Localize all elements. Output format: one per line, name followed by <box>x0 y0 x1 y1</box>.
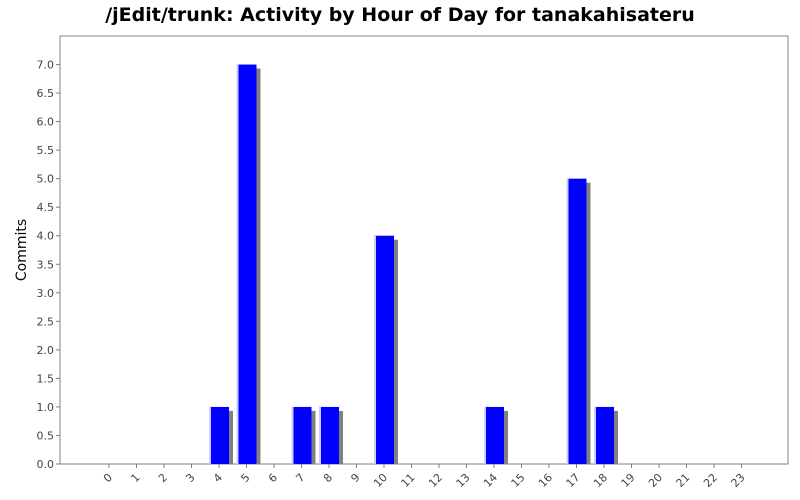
y-tick-label: 3.5 <box>37 258 55 271</box>
y-axis-ticks: 0.0 0.5 1.0 1.5 2.0 2.5 3.0 3.5 4.0 4.5 5.0 5.5 6.0 6… <box>37 59 60 471</box>
x-tick-label: 17 <box>564 471 583 490</box>
x-tick-label: 12 <box>426 471 445 490</box>
x-tick-label: 2 <box>156 471 170 485</box>
bar-series <box>209 64 618 465</box>
x-tick-label: 22 <box>701 471 720 490</box>
bar <box>236 64 257 465</box>
bar-highlight <box>291 406 294 464</box>
x-tick-label: 4 <box>211 471 225 485</box>
x-tick-label: 11 <box>399 471 418 490</box>
bar <box>319 406 339 464</box>
y-tick-label: 6.5 <box>37 87 55 100</box>
y-tick-label: 0.5 <box>37 429 55 442</box>
y-tick-label: 4.5 <box>37 201 55 214</box>
y-tick-label: 6.0 <box>37 116 55 129</box>
x-tick-label: 1 <box>128 471 142 485</box>
x-tick-label: 18 <box>591 471 610 490</box>
x-tick-label: 7 <box>293 471 307 485</box>
bar-highlight <box>209 406 211 464</box>
x-tick-label: 20 <box>646 471 665 490</box>
x-tick-label: 10 <box>371 471 390 490</box>
bar-highlight <box>566 178 569 464</box>
bar-highlight <box>374 235 376 464</box>
bar-highlight <box>319 406 321 464</box>
x-tick-label: 14 <box>481 471 500 490</box>
x-tick-label: 3 <box>183 471 197 485</box>
y-tick-label: 1.5 <box>37 372 55 385</box>
x-tick-label: 16 <box>536 471 555 490</box>
x-tick-label: 13 <box>454 471 473 490</box>
y-tick-label: 0.0 <box>37 458 55 471</box>
bar-highlight <box>594 406 596 464</box>
x-tick-label: 6 <box>266 471 280 485</box>
y-tick-label: 1.0 <box>37 401 55 414</box>
y-tick-label: 5.0 <box>37 173 55 186</box>
bar <box>484 406 504 464</box>
x-tick-label: 15 <box>509 471 528 490</box>
plot-area <box>59 35 789 465</box>
y-tick-label: 5.5 <box>37 144 55 157</box>
y-tick-label: 3.0 <box>37 287 55 300</box>
x-tick-label: 23 <box>729 471 748 490</box>
x-tick-label: 9 <box>348 471 362 485</box>
bar <box>374 235 394 464</box>
y-axis-title: Commits <box>14 219 30 281</box>
x-tick-label: 8 <box>321 471 335 485</box>
bar <box>209 406 229 464</box>
y-tick-label: 2.5 <box>37 315 55 328</box>
x-tick-label: 5 <box>238 471 252 485</box>
bar <box>594 406 614 464</box>
bar-highlight <box>484 406 486 464</box>
x-axis-ticks: 0 1 2 3 4 5 6 7 8 9 10 11 12 13 14 15 16 17 18 19 20 21 22 23 <box>101 464 748 490</box>
x-tick-label: 19 <box>619 471 638 490</box>
chart-title: /jEdit/trunk: Activity by Hour of Day fo… <box>105 4 695 26</box>
y-tick-label: 2.0 <box>37 344 55 357</box>
y-tick-label: 4.0 <box>37 230 55 243</box>
bar-highlight <box>236 64 239 465</box>
x-tick-label: 21 <box>674 471 693 490</box>
x-tick-label: 0 <box>101 471 115 485</box>
bar <box>566 178 587 464</box>
bar <box>291 406 312 464</box>
y-tick-label: 7.0 <box>37 59 55 72</box>
